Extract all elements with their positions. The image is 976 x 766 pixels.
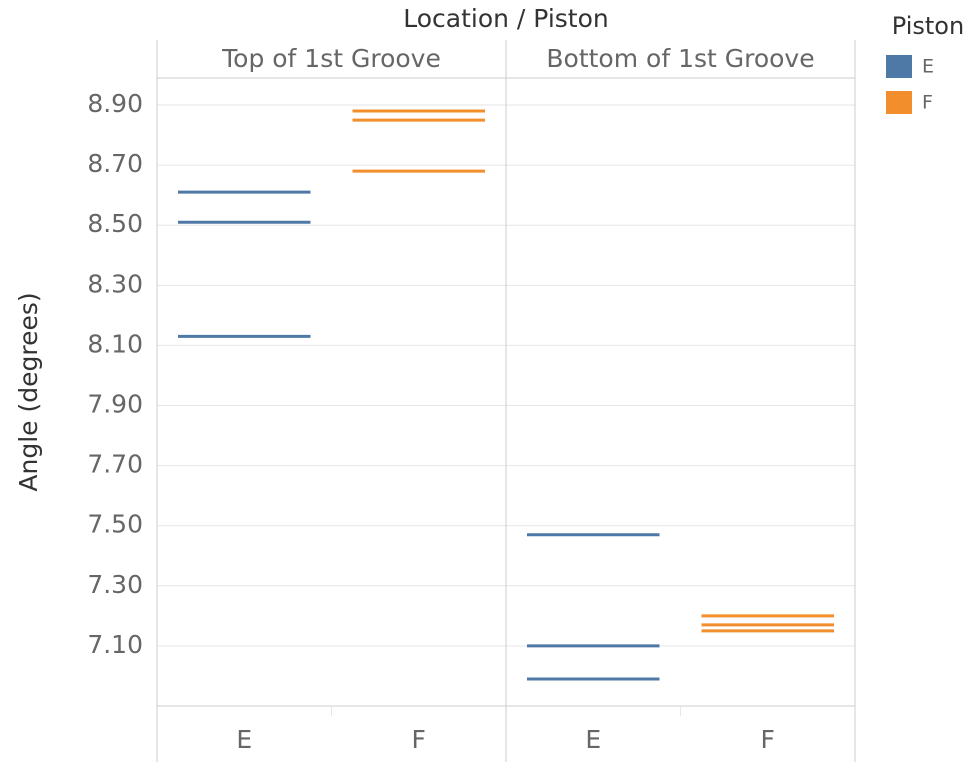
legend-label: F: [922, 92, 933, 114]
y-tick-label: 8.10: [87, 329, 143, 358]
y-tick-label: 7.10: [87, 630, 143, 659]
y-tick-label: 7.70: [87, 450, 143, 479]
legend-swatch: [886, 91, 912, 114]
x-tick-label: E: [585, 725, 601, 754]
x-tick-label: F: [412, 725, 426, 754]
y-axis-label: Angle (degrees): [14, 292, 43, 491]
y-tick-label: 7.30: [87, 570, 143, 599]
legend-label: E: [922, 56, 934, 78]
legend-title: Piston: [892, 12, 964, 40]
legend-swatch: [886, 55, 912, 78]
y-tick-label: 7.90: [87, 390, 143, 419]
chart-title: Location / Piston: [403, 4, 609, 33]
y-tick-label: 8.30: [87, 269, 143, 298]
x-tick-label: F: [761, 725, 775, 754]
x-tick-label: E: [236, 725, 252, 754]
panel-header: Bottom of 1st Groove: [546, 44, 814, 73]
y-tick-label: 7.50: [87, 510, 143, 539]
y-tick-label: 8.50: [87, 209, 143, 238]
panel-header: Top of 1st Groove: [221, 44, 441, 73]
y-tick-label: 8.90: [87, 89, 143, 118]
y-tick-label: 8.70: [87, 149, 143, 178]
